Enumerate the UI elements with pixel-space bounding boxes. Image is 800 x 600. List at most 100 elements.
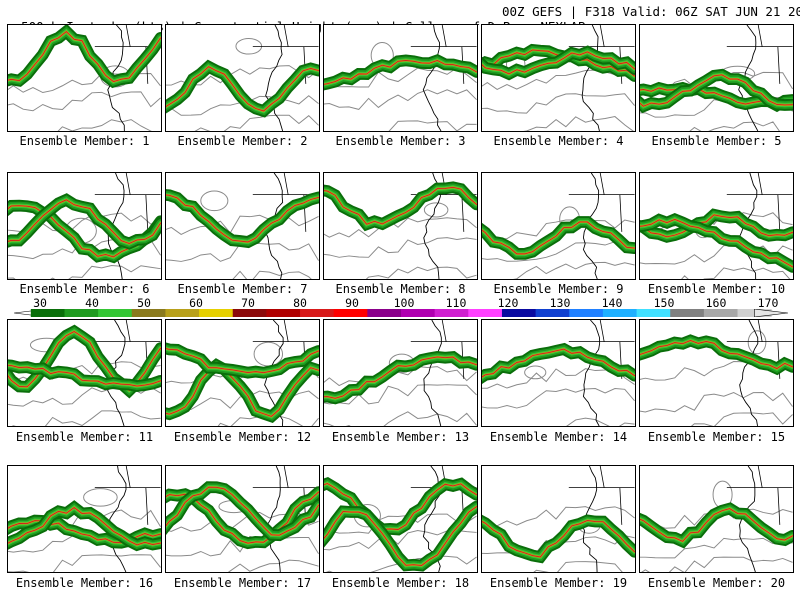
ensemble-member-label: Ensemble Member: 7 [177,282,308,296]
map-canvas [324,466,477,572]
colorbar-segment [266,309,301,317]
ensemble-member-label: Ensemble Member: 5 [651,134,782,148]
low-contour [747,330,767,355]
coastline [108,466,127,572]
jet-isotach [166,348,319,374]
height-contour [324,384,477,405]
colorbar-max-arrow [754,309,788,317]
colorbar-tick-label: 50 [137,296,151,310]
map-canvas [324,320,477,426]
political-border [568,466,635,525]
height-contour [324,513,477,534]
ensemble-member-label: Ensemble Member: 13 [331,430,470,444]
colorbar-tick-label: 80 [293,296,307,310]
colorbar-segment [199,309,234,317]
colorbar-tick-label: 160 [705,296,727,310]
colorbar-segment [64,309,99,317]
ensemble-member-label: Ensemble Member: 19 [489,576,628,590]
jet-isotach [8,199,161,244]
map-canvas [166,25,319,131]
ensemble-member-map [165,319,320,427]
height-contour [388,120,477,131]
ensemble-member-map [323,24,478,132]
jet-isotach [482,49,635,77]
height-contour [166,214,319,236]
jet-isotach [482,344,635,382]
map-canvas [482,320,635,426]
jet-isotach [324,59,477,85]
colorbar-tick-label: 130 [549,296,571,310]
height-contour [8,265,161,279]
jet-isotach [166,486,319,536]
ensemble-member-label: Ensemble Member: 14 [489,430,628,444]
ensemble-member-map [7,24,162,132]
colorbar-tick-label: 140 [601,296,623,310]
political-border [94,173,161,232]
jet-isotach [8,30,161,83]
ensemble-member-label: Ensemble Member: 17 [173,576,312,590]
coastline [422,25,442,131]
coastline [582,320,601,426]
colorbar-segment [98,309,133,317]
jet-isotach [8,364,161,387]
ensemble-member-map [165,24,320,132]
height-contour [57,119,152,131]
jet-isotach [640,218,793,268]
jet-isotach [8,506,161,546]
ensemble-member-map [7,465,162,573]
height-contour [533,561,623,572]
jet-isotach [482,348,635,378]
colorbar-tick-label: 40 [85,296,99,310]
colorbar-tick-label: 60 [189,296,203,310]
colorbar-segment [434,309,469,317]
ensemble-member-map [639,465,794,573]
ensemble-member-map [639,24,794,132]
jet-isotach [166,194,319,243]
colorbar-segment [131,309,166,317]
height-contour [482,241,635,262]
low-contour [423,202,449,218]
ensemble-member-label: Ensemble Member: 6 [19,282,150,296]
ensemble-member-map [7,319,162,427]
height-contour [513,261,635,279]
height-contour [8,91,161,112]
height-contour [365,266,477,279]
ensemble-member-label: Ensemble Member: 4 [493,134,624,148]
ensemble-member-map [165,172,320,280]
colorbar-segment [333,309,368,317]
colorbar-segment [401,309,436,317]
map-canvas [8,173,161,279]
height-contour [324,237,477,258]
colorbar-segment [636,309,671,317]
height-contour [689,121,793,131]
map-canvas [640,173,793,279]
height-contour [640,537,793,559]
map-canvas [8,25,161,131]
height-contour [640,245,793,265]
ensemble-member-label: Ensemble Member: 1 [19,134,150,148]
jet-isotach [482,221,635,255]
height-contour [11,410,161,426]
height-contour [166,535,319,557]
ensemble-member-label: Ensemble Member: 9 [493,282,624,296]
ensemble-member-label: Ensemble Member: 8 [335,282,466,296]
ensemble-member-map [639,172,794,280]
low-contour [524,365,547,380]
jet-isotach [324,356,477,399]
jet-isotach [166,66,319,112]
ensemble-member-label: Ensemble Member: 10 [647,282,786,296]
colorbar-segment [165,309,200,317]
ensemble-member-label: Ensemble Member: 11 [15,430,154,444]
low-contour [253,341,284,367]
political-border [726,173,793,232]
map-canvas [8,320,161,426]
map-canvas [166,173,319,279]
colorbar-segment [30,309,65,317]
jet-isotach [640,340,793,370]
jet-isotach [482,520,635,558]
map-canvas [324,173,477,279]
jet-isotach [324,506,477,566]
map-canvas [482,25,635,131]
coastline [423,320,442,426]
ensemble-member-map [481,465,636,573]
